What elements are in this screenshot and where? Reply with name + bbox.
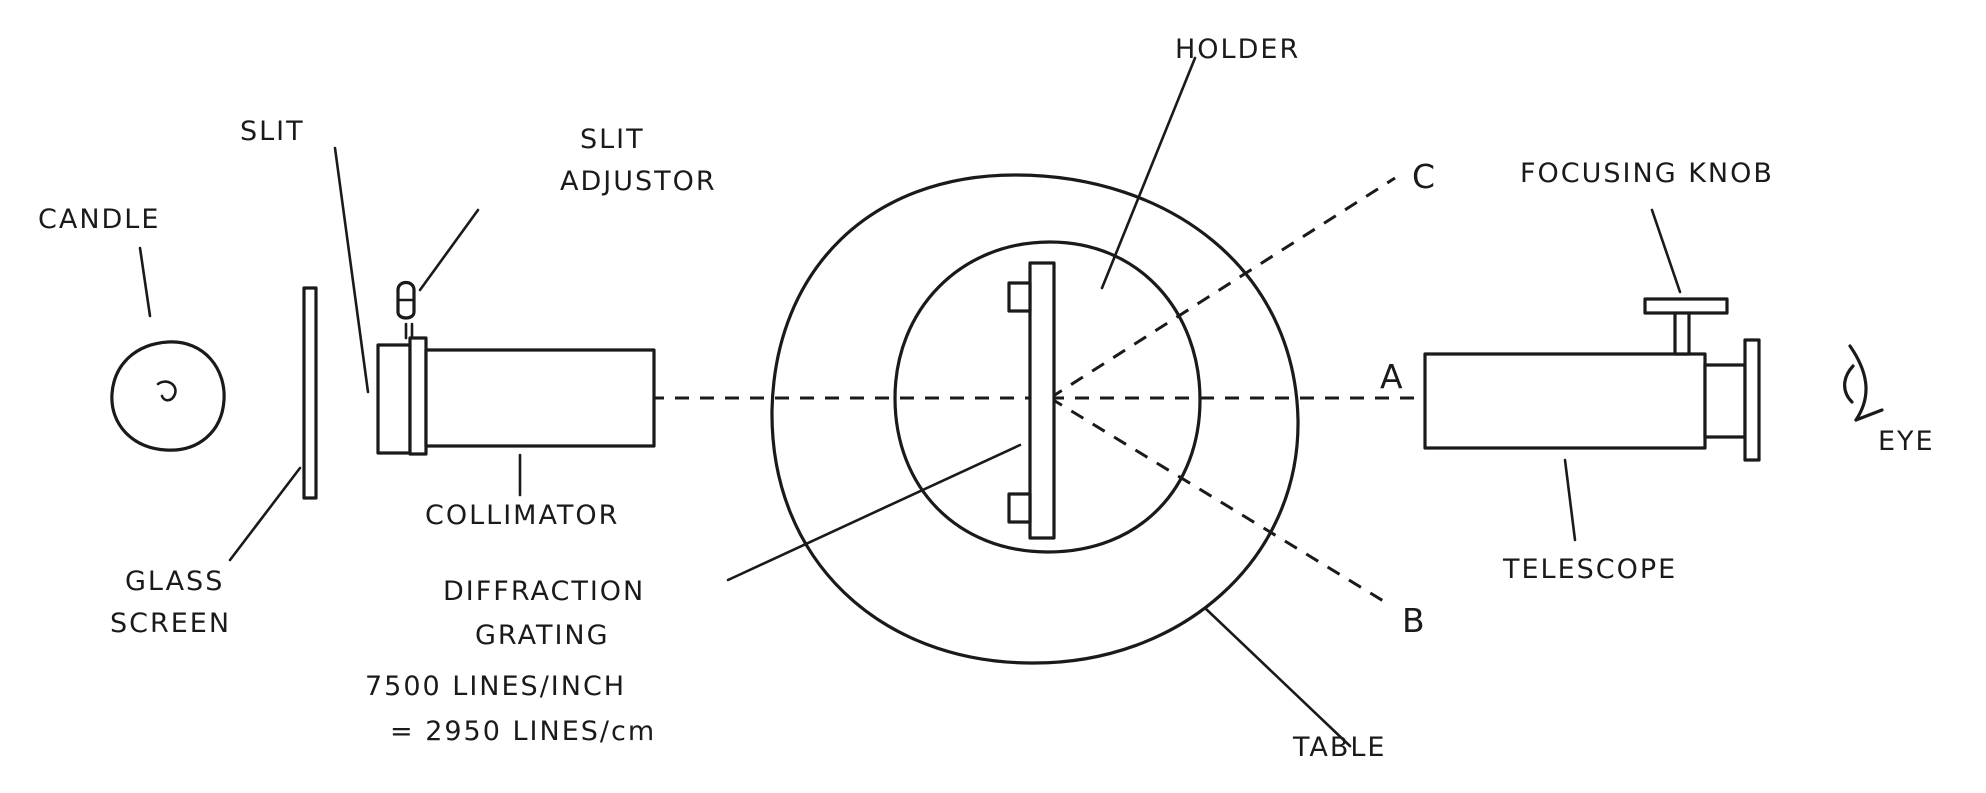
grating-spec-lines-per-inch: 7500 LINES/INCH <box>365 671 626 702</box>
glass-screen-label-line2: SCREEN <box>110 608 231 639</box>
diffraction-grating-label-line1: DIFFRACTION <box>443 576 645 607</box>
collimator-label: COLLIMATOR <box>425 500 619 531</box>
diffracted-ray-b <box>1049 396 1391 607</box>
table-label: TABLE <box>1292 732 1387 763</box>
glass-screen-label-line1: GLASS <box>125 566 224 597</box>
grating-spec-lines-per-cm: = 2950 LINES/cm <box>390 716 656 747</box>
eye-icon <box>1843 344 1884 422</box>
diffraction-grating-label-line2: GRATING <box>475 620 610 651</box>
ray-b-label: B <box>1402 601 1427 640</box>
candle-label: CANDLE <box>38 204 160 235</box>
glass-screen <box>302 286 318 500</box>
ray-a-label: A <box>1380 357 1405 396</box>
eye-label: EYE <box>1878 426 1935 457</box>
slit-adjustor-label-line1: SLIT <box>580 124 645 155</box>
slit-adjustor <box>396 280 416 320</box>
holder-label: HOLDER <box>1175 34 1300 65</box>
ray-c-label: C <box>1412 157 1437 196</box>
diffraction-grating <box>1007 261 1056 540</box>
leader-lines <box>138 56 1682 748</box>
slit-label: SLIT <box>240 116 305 147</box>
slit-adjustor-label-line2: ADJUSTOR <box>560 166 717 197</box>
telescope <box>1423 338 1761 462</box>
table-outline <box>770 173 1300 665</box>
focusing-knob <box>1643 297 1729 356</box>
candle <box>110 340 226 452</box>
collimator <box>376 322 656 456</box>
holder-outline <box>893 240 1202 554</box>
focusing-knob-label: FOCUSING KNOB <box>1520 158 1774 189</box>
telescope-label: TELESCOPE <box>1502 554 1677 585</box>
diffracted-ray-c <box>1049 176 1396 400</box>
